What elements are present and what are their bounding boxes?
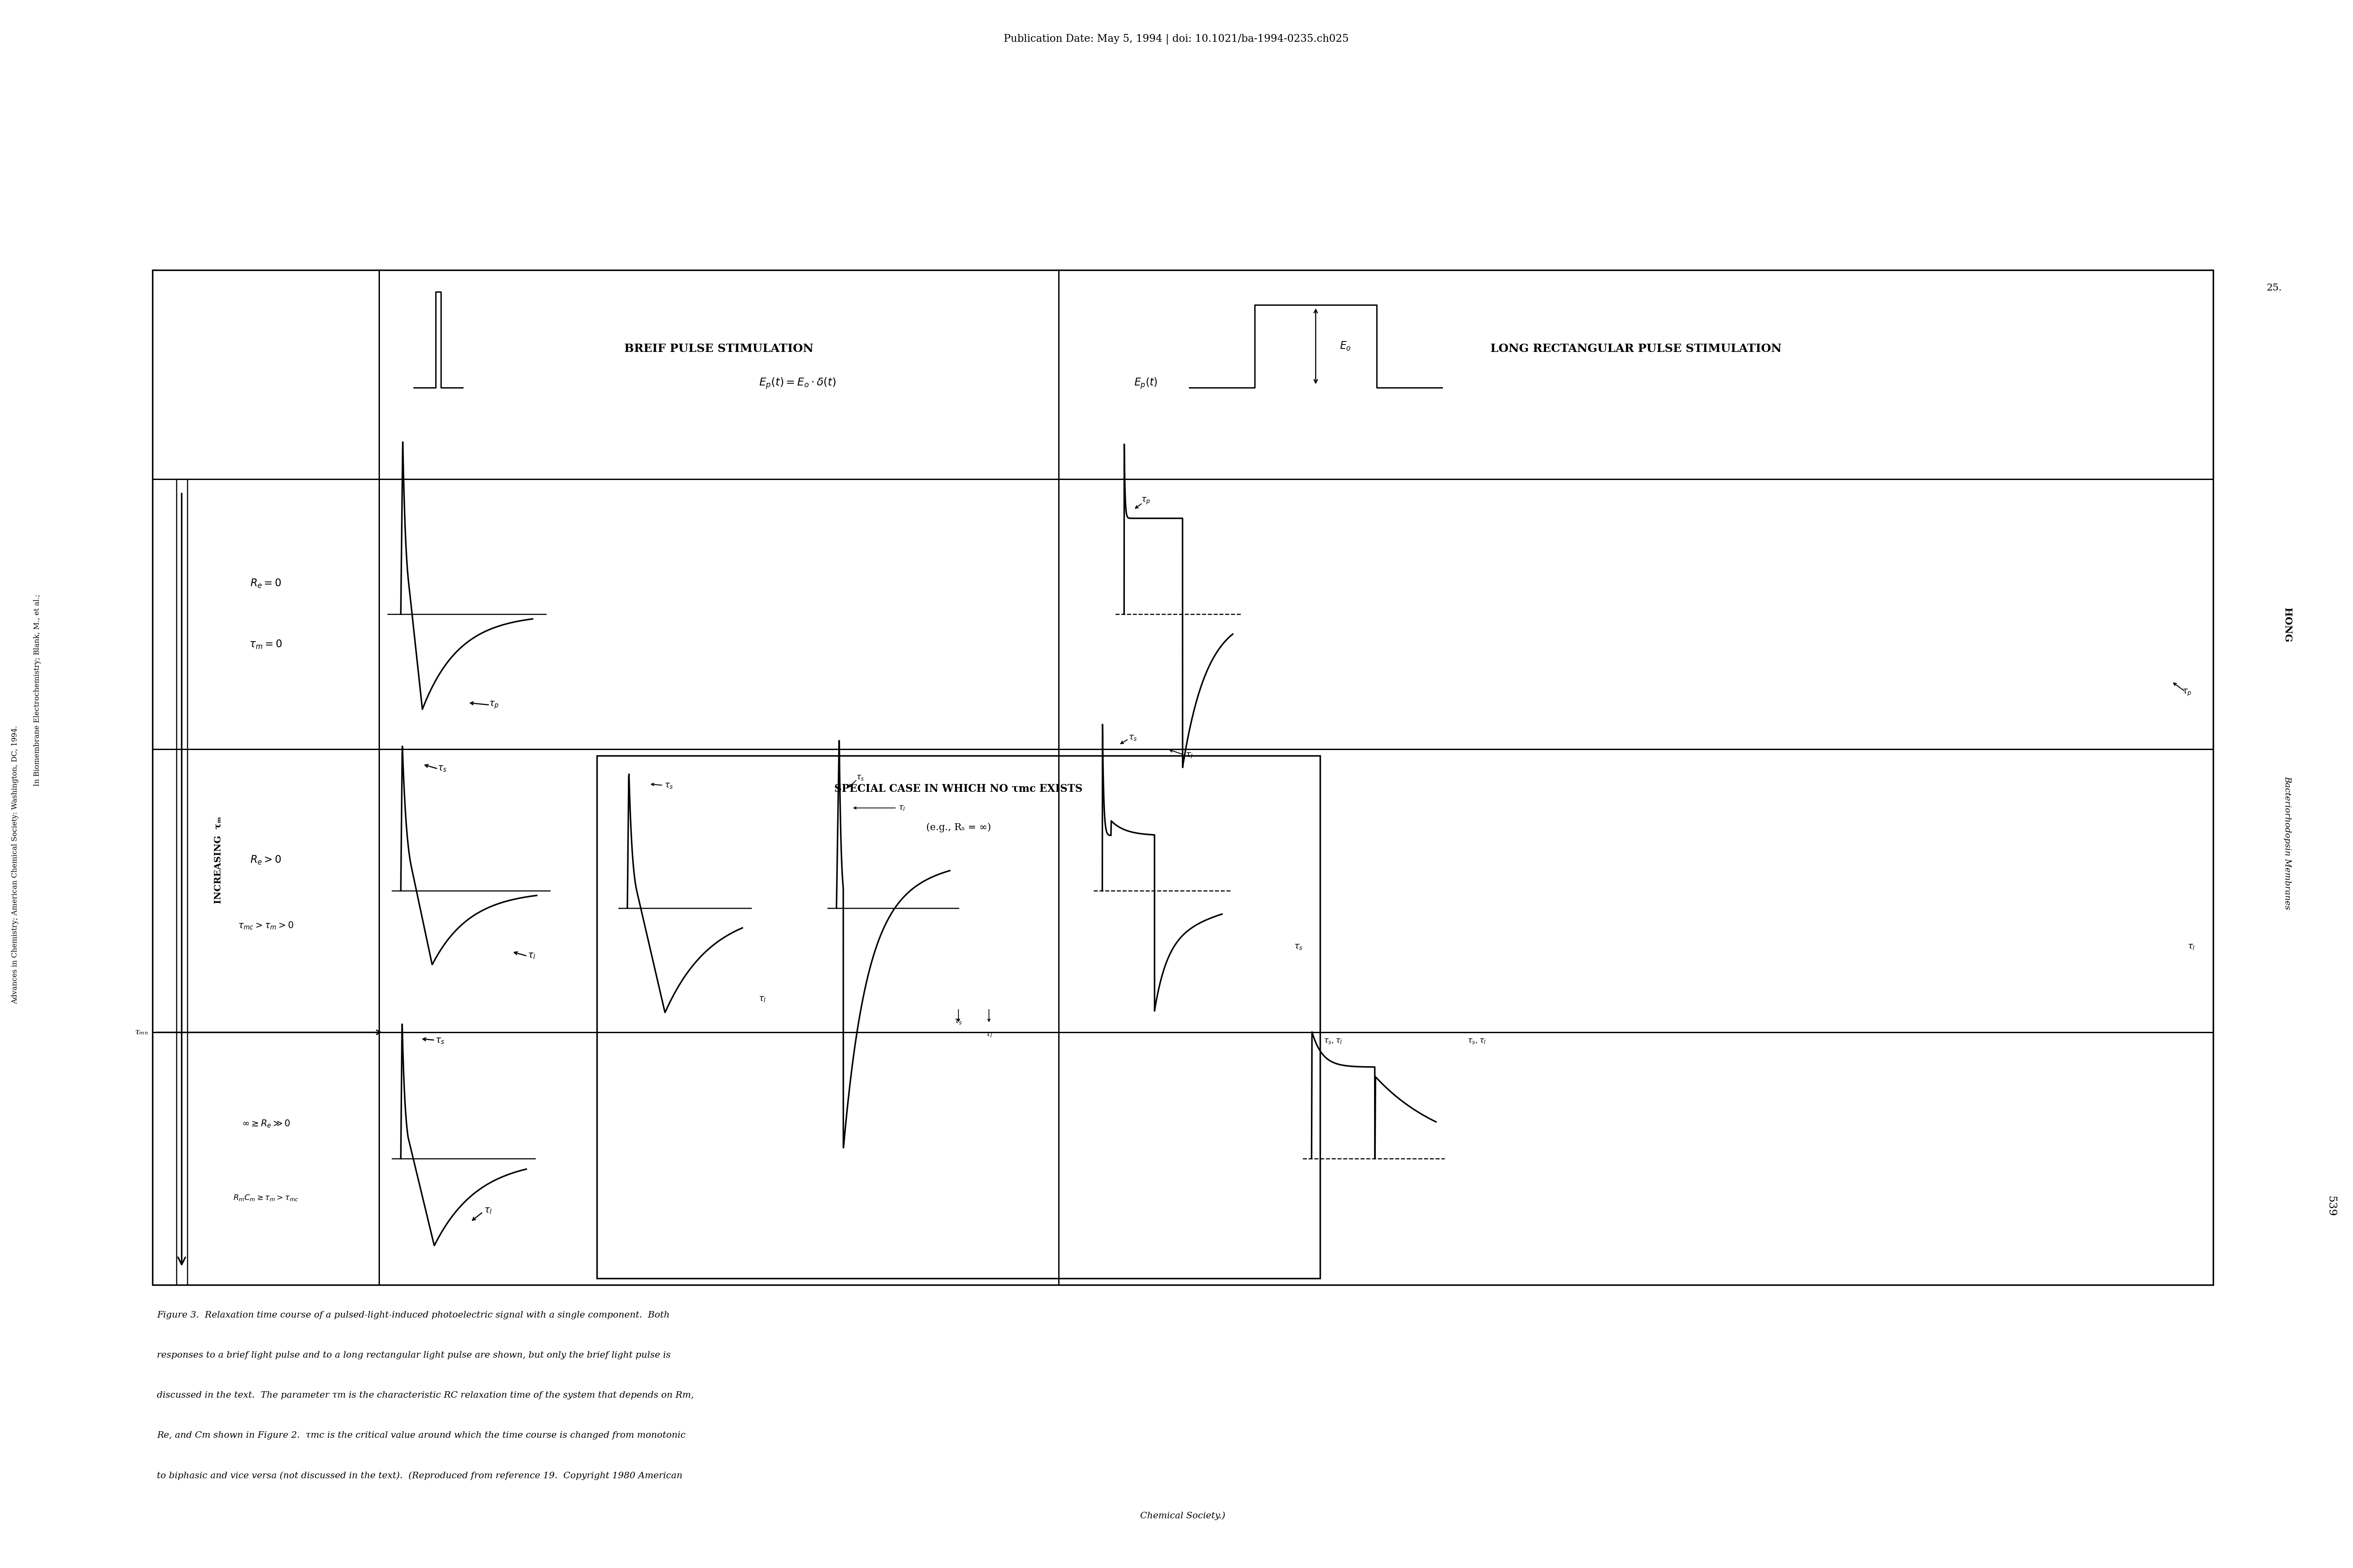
Text: Bacteriorhodopsin Membranes: Bacteriorhodopsin Membranes (2282, 776, 2292, 909)
Text: $\tau_l$: $\tau_l$ (2188, 944, 2195, 952)
Text: In Biomembrane Electrochemistry; Blank, M., et al.;: In Biomembrane Electrochemistry; Blank, … (33, 594, 40, 786)
Text: 25.: 25. (2266, 284, 2282, 293)
Text: HONG: HONG (2282, 608, 2292, 643)
Text: $\tau_l$: $\tau_l$ (527, 952, 536, 960)
Text: $\tau_{s}, \tau_l$: $\tau_{s}, \tau_l$ (1325, 1036, 1344, 1044)
Text: $\infty \geq R_e \gg 0$: $\infty \geq R_e \gg 0$ (242, 1118, 289, 1129)
Text: $\tau_s$: $\tau_s$ (856, 773, 864, 781)
Text: Figure 3.  Relaxation time course of a pulsed-light-induced photoelectric signal: Figure 3. Relaxation time course of a pu… (158, 1311, 671, 1319)
Text: to biphasic and vice versa (not discussed in the text).  (Reproduced from refere: to biphasic and vice versa (not discusse… (158, 1471, 682, 1480)
Text: SPECIAL CASE IN WHICH NO τmc EXISTS: SPECIAL CASE IN WHICH NO τmc EXISTS (835, 782, 1082, 793)
Text: 539: 539 (2325, 1196, 2337, 1217)
Text: Chemical Society.): Chemical Society.) (1141, 1512, 1226, 1519)
Text: $\tau_{s}, \tau_l$: $\tau_{s}, \tau_l$ (1468, 1036, 1487, 1044)
Bar (153, 270, 2214, 1284)
Text: $\tau_s$: $\tau_s$ (435, 1036, 445, 1046)
Text: $\tau_s$: $\tau_s$ (955, 1018, 962, 1025)
Text: $\tau_l$: $\tau_l$ (899, 804, 906, 812)
Text: $E_p(t)$: $E_p(t)$ (1134, 376, 1158, 390)
Text: $\tau_s$: $\tau_s$ (664, 782, 673, 790)
Text: τₘₙ: τₘₙ (134, 1029, 148, 1036)
Text: $R_e = 0$: $R_e = 0$ (249, 579, 282, 590)
Text: (e.g., Rₛ = ∞): (e.g., Rₛ = ∞) (927, 823, 991, 833)
Text: discussed in the text.  The parameter τm is the characteristic RC relaxation tim: discussed in the text. The parameter τm … (158, 1391, 694, 1399)
Text: $\tau_s$: $\tau_s$ (1294, 944, 1304, 952)
Text: $\tau_l$: $\tau_l$ (986, 1030, 993, 1038)
Text: $\tau_l$: $\tau_l$ (485, 1207, 492, 1215)
Text: $\tau_l$: $\tau_l$ (758, 996, 767, 1004)
Text: $R_m C_m \geq \tau_m > \tau_{mc}$: $R_m C_m \geq \tau_m > \tau_{mc}$ (233, 1193, 299, 1203)
Text: LONG RECTANGULAR PULSE STIMULATION: LONG RECTANGULAR PULSE STIMULATION (1489, 343, 1781, 354)
Text: Publication Date: May 5, 1994 | doi: 10.1021/ba-1994-0235.ch025: Publication Date: May 5, 1994 | doi: 10.… (1005, 34, 1348, 44)
Text: Re, and Cm shown in Figure 2.  τmc is the critical value around which the time c: Re, and Cm shown in Figure 2. τmc is the… (158, 1432, 685, 1439)
Text: $\tau_p$: $\tau_p$ (1141, 495, 1151, 505)
Text: $E_p(t) = E_o \cdot \delta(t)$: $E_p(t) = E_o \cdot \delta(t)$ (758, 376, 835, 390)
Text: INCREASING  τₘ: INCREASING τₘ (214, 817, 221, 905)
Text: $\tau_s$: $\tau_s$ (1127, 734, 1136, 742)
Text: $\tau_s$: $\tau_s$ (438, 765, 447, 773)
Text: $\tau_l$: $\tau_l$ (1186, 751, 1193, 759)
Text: $E_o$: $E_o$ (1339, 340, 1351, 351)
Text: Advances in Chemistry; American Chemical Society: Washington, DC, 1994.: Advances in Chemistry; American Chemical… (12, 726, 19, 1004)
Text: $R_e > 0$: $R_e > 0$ (249, 855, 282, 866)
Text: responses to a brief light pulse and to a long rectangular light pulse are shown: responses to a brief light pulse and to … (158, 1352, 671, 1359)
Text: $\tau_p$: $\tau_p$ (2181, 688, 2191, 698)
Text: $\tau_m = 0$: $\tau_m = 0$ (249, 638, 282, 651)
Text: $\tau_{mc} > \tau_m > 0$: $\tau_{mc} > \tau_m > 0$ (238, 920, 294, 931)
Text: BREIF PULSE STIMULATION: BREIF PULSE STIMULATION (624, 343, 814, 354)
Bar (598, 756, 1320, 1278)
Text: $\tau_p$: $\tau_p$ (489, 699, 499, 710)
